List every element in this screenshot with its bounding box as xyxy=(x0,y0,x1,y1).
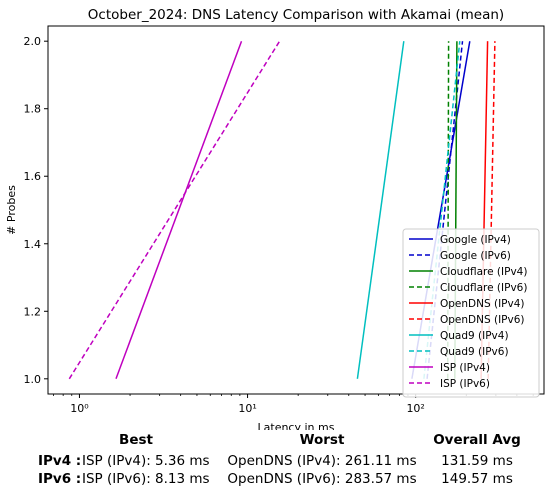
legend-entry: Google (IPv4) xyxy=(440,234,511,246)
legend-entry: Cloudflare (IPv6) xyxy=(440,282,527,294)
summary-row-label-ipv4: IPv4 : xyxy=(38,453,82,469)
summary-avg-ipv6: 149.57 ms xyxy=(441,471,513,487)
summary-best-ipv6: ISP (IPv6): 8.13 ms xyxy=(82,471,210,487)
legend-box xyxy=(402,228,540,398)
summary-best-ipv4: ISP (IPv4): 5.36 ms xyxy=(82,453,210,469)
y-tick-label: 1.2 xyxy=(24,305,42,318)
summary-worst-ipv4: OpenDNS (IPv4): 261.11 ms xyxy=(227,453,417,469)
x-axis-label: Latency in ms xyxy=(258,421,335,430)
y-axis-label: # Probes xyxy=(5,185,18,235)
y-axis-ticks: 1.0 1.2 1.4 1.6 1.8 2.0 xyxy=(24,35,48,386)
x-axis-ticks: 10⁰ 10¹ 10² xyxy=(53,394,534,415)
y-tick-label: 1.0 xyxy=(24,373,42,386)
legend-entry: ISP (IPv6) xyxy=(440,378,490,390)
summary-row-label-ipv6: IPv6 : xyxy=(38,471,82,487)
y-tick-label: 1.4 xyxy=(24,238,42,251)
legend-entry: OpenDNS (IPv4) xyxy=(440,298,525,310)
chart-title: October_2024: DNS Latency Comparison wit… xyxy=(88,7,504,23)
summary-worst-ipv6: OpenDNS (IPv6): 283.57 ms xyxy=(227,471,417,487)
legend: Google (IPv4) Google (IPv6) Cloudflare (IP… xyxy=(402,228,540,398)
legend-entry: Cloudflare (IPv4) xyxy=(440,266,527,278)
series-lines xyxy=(68,40,496,380)
summary-header-avg: Overall Avg xyxy=(433,432,521,448)
y-tick-label: 1.6 xyxy=(24,170,42,183)
plot-frame xyxy=(47,25,545,395)
latency-chart: October_2024: DNS Latency Comparison wit… xyxy=(5,7,545,430)
x-tick-label: 10⁰ xyxy=(70,402,89,415)
legend-entry: Quad9 (IPv6) xyxy=(440,346,509,358)
x-tick-label: 10² xyxy=(406,402,424,415)
legend-entry: ISP (IPv4) xyxy=(440,362,490,374)
summary-header-best: Best xyxy=(119,432,153,448)
summary-table: Best Worst Overall Avg IPv4 : ISP (IPv4)… xyxy=(0,430,551,496)
summary-header-worst: Worst xyxy=(299,432,345,448)
series-line-8 xyxy=(115,40,243,380)
summary-avg-ipv4: 131.59 ms xyxy=(441,453,513,469)
y-tick-label: 2.0 xyxy=(24,35,42,48)
series-line-9 xyxy=(68,40,281,380)
legend-entry: Quad9 (IPv4) xyxy=(440,330,509,342)
legend-entry: Google (IPv6) xyxy=(440,250,511,262)
x-tick-label: 10¹ xyxy=(238,402,256,415)
y-tick-label: 1.8 xyxy=(24,103,42,116)
series-line-6 xyxy=(356,41,405,379)
legend-entry: OpenDNS (IPv6) xyxy=(440,314,525,326)
